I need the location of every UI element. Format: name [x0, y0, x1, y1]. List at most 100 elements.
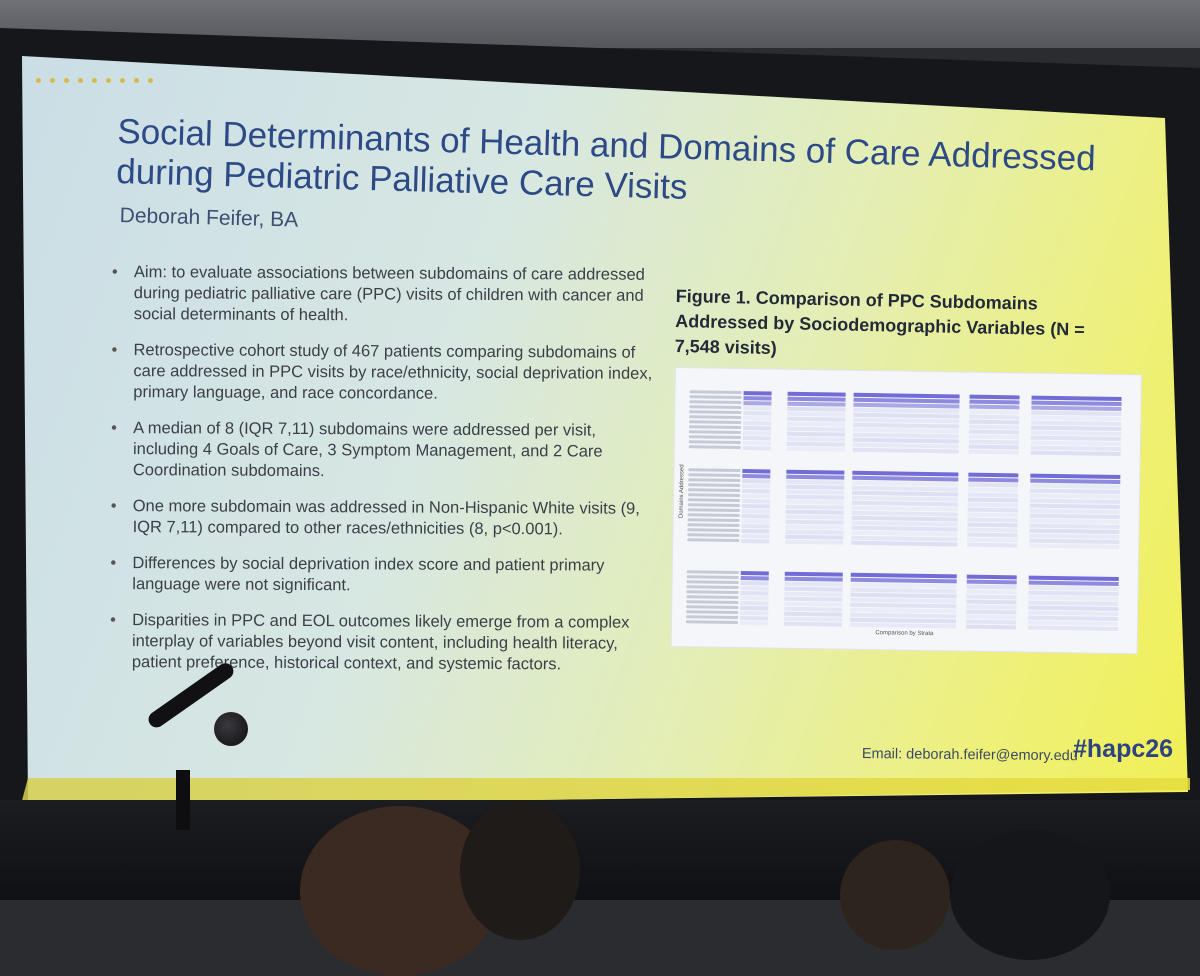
heatmap-cell	[742, 436, 771, 441]
heatmap-cell	[740, 591, 769, 596]
heatmap-cell	[969, 404, 1020, 410]
decorative-dots	[36, 78, 153, 83]
heatmap-cell	[969, 429, 1020, 435]
heatmap-row-label	[689, 405, 742, 410]
heatmap-cell	[852, 447, 959, 454]
heatmap-cell-group	[739, 571, 769, 626]
heatmap-cell	[966, 599, 1017, 605]
slide-author: Deborah Feifer, BA	[119, 204, 299, 232]
conference-hashtag: #hapc26	[1073, 735, 1174, 763]
microphone-head	[214, 712, 248, 746]
heatmap-cell	[969, 399, 1020, 405]
heatmap-cell	[740, 576, 769, 581]
heatmap-cells	[676, 368, 1141, 631]
bullet-not-significant: Differences by social deprivation index …	[110, 553, 658, 598]
heatmap-cell	[742, 474, 771, 479]
heatmap-cell	[743, 406, 772, 411]
heatmap-row-label	[686, 615, 739, 620]
heatmap-cell	[740, 601, 769, 606]
heatmap-cell	[849, 622, 957, 629]
heatmap-cell	[967, 527, 1018, 533]
heatmap-row-label	[689, 400, 742, 405]
heatmap-row-label	[687, 523, 740, 528]
heatmap-row-label	[685, 620, 739, 625]
heatmap-row-label	[688, 445, 741, 450]
heatmap-cell	[741, 519, 770, 524]
heatmap-cell	[968, 449, 1019, 455]
heatmap-cell	[968, 434, 1019, 440]
heatmap-cell	[743, 421, 772, 426]
heatmap-row-label	[687, 528, 740, 533]
heatmap-cell	[786, 446, 845, 452]
heatmap-cell	[741, 529, 770, 534]
heatmap-cell	[741, 514, 770, 519]
heatmap-cell	[966, 579, 1017, 585]
microphone-stand	[176, 770, 190, 830]
heatmap-row-label	[687, 508, 740, 513]
heatmap-row-label	[686, 595, 739, 600]
heatmap-cell-group	[1027, 575, 1119, 632]
heatmap-cell-group	[783, 571, 843, 628]
audience-head	[950, 830, 1110, 960]
heatmap-row-label	[688, 440, 741, 445]
heatmap-cell	[967, 502, 1018, 508]
heatmap-cell	[969, 409, 1020, 415]
heatmap-row-label	[688, 478, 741, 483]
heatmap-cell	[966, 589, 1017, 595]
heatmap-cell	[967, 532, 1018, 538]
heatmap-cell	[969, 419, 1020, 425]
heatmap-cell	[740, 571, 769, 576]
heatmap-cell	[966, 619, 1017, 625]
bullet-aim: Aim: to evaluate associations between su…	[112, 262, 660, 328]
audience-head	[840, 840, 950, 950]
heatmap-cell	[967, 507, 1018, 513]
heatmap-cell	[741, 534, 770, 539]
heatmap-figure: Domains Addressed Comparison by Strata	[671, 368, 1141, 654]
bullet-race-difference: One more subdomain was addressed in Non-…	[111, 496, 659, 541]
heatmap-cell	[967, 497, 1018, 503]
heatmap-cell	[740, 606, 769, 611]
heatmap-cell-group	[786, 391, 846, 453]
heatmap-cell-group	[849, 572, 957, 630]
heatmap-cell	[741, 504, 770, 509]
heatmap-cell	[1027, 625, 1118, 631]
heatmap-cell	[742, 489, 771, 494]
heatmap-row-label	[687, 538, 740, 543]
heatmap-cell	[739, 621, 769, 626]
heatmap-cell	[740, 581, 769, 586]
heatmap-cell	[740, 611, 769, 616]
bullet-list: Aim: to evaluate associations between su…	[110, 262, 660, 691]
heatmap-row-label	[686, 590, 739, 595]
heatmap-row-label	[688, 435, 741, 440]
heatmap-cell	[966, 594, 1017, 600]
bullet-disparities: Disparities in PPC and EOL outcomes like…	[110, 610, 658, 676]
heatmap-cell	[851, 540, 958, 547]
heatmap-cell	[969, 424, 1020, 430]
heatmap-row-label	[687, 498, 740, 503]
heatmap-cell-group	[851, 470, 959, 548]
heatmap-cell	[967, 522, 1018, 528]
heatmap-cell	[968, 472, 1019, 478]
projected-slide: Social Determinants of Health and Domain…	[0, 0, 1200, 900]
heatmap-cell	[966, 604, 1017, 610]
heatmap-cell	[968, 482, 1019, 488]
heatmap-cell	[742, 431, 772, 436]
heatmap-cell	[742, 479, 771, 484]
heatmap-cell	[741, 494, 771, 499]
heatmap-cell	[742, 469, 771, 474]
heatmap-cell	[969, 414, 1020, 420]
heatmap-row-label	[687, 513, 740, 518]
heatmap-cell-group	[1030, 395, 1122, 457]
heatmap-cell	[742, 446, 771, 451]
heatmap-cell	[743, 391, 772, 396]
heatmap-cell	[741, 539, 770, 544]
heatmap-cell	[966, 609, 1017, 615]
heatmap-row-label	[686, 585, 739, 590]
heatmap-row-label	[686, 605, 739, 610]
heatmap-cell	[1030, 450, 1121, 456]
heatmap-row-label	[686, 600, 739, 605]
bullet-methods: Retrospective cohort study of 467 patien…	[111, 340, 659, 406]
heatmap-cell	[967, 542, 1018, 548]
heatmap-cell	[966, 614, 1017, 620]
heatmap-row-label	[686, 610, 739, 615]
